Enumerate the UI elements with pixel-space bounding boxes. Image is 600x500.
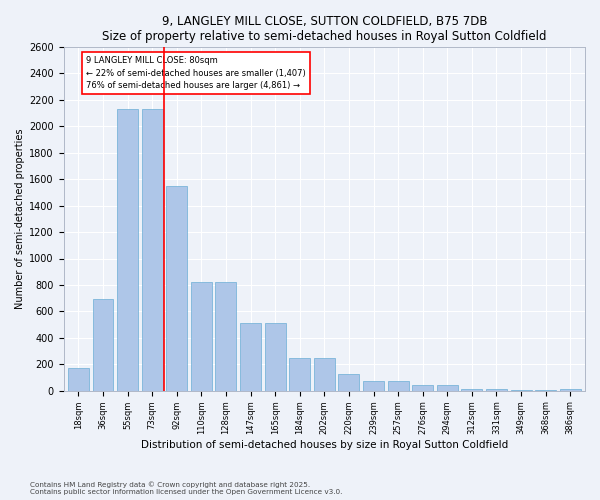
Bar xyxy=(437,385,458,390)
Bar xyxy=(412,385,433,390)
Bar xyxy=(363,382,384,390)
Bar xyxy=(314,358,335,390)
X-axis label: Distribution of semi-detached houses by size in Royal Sutton Coldfield: Distribution of semi-detached houses by … xyxy=(140,440,508,450)
Bar xyxy=(68,368,89,390)
Bar xyxy=(215,282,236,391)
Text: 9 LANGLEY MILL CLOSE: 80sqm
← 22% of semi-detached houses are smaller (1,407)
76: 9 LANGLEY MILL CLOSE: 80sqm ← 22% of sem… xyxy=(86,56,305,90)
Bar xyxy=(338,374,359,390)
Text: Contains HM Land Registry data © Crown copyright and database right 2025.
Contai: Contains HM Land Registry data © Crown c… xyxy=(30,482,343,495)
Bar xyxy=(117,109,138,390)
Bar xyxy=(560,388,581,390)
Bar xyxy=(191,282,212,391)
Bar xyxy=(142,109,163,390)
Bar xyxy=(289,358,310,390)
Bar xyxy=(388,382,409,390)
Title: 9, LANGLEY MILL CLOSE, SUTTON COLDFIELD, B75 7DB
Size of property relative to se: 9, LANGLEY MILL CLOSE, SUTTON COLDFIELD,… xyxy=(102,15,547,43)
Bar xyxy=(240,324,261,390)
Bar xyxy=(166,186,187,390)
Bar xyxy=(265,324,286,390)
Y-axis label: Number of semi-detached properties: Number of semi-detached properties xyxy=(15,128,25,309)
Bar xyxy=(92,300,113,390)
